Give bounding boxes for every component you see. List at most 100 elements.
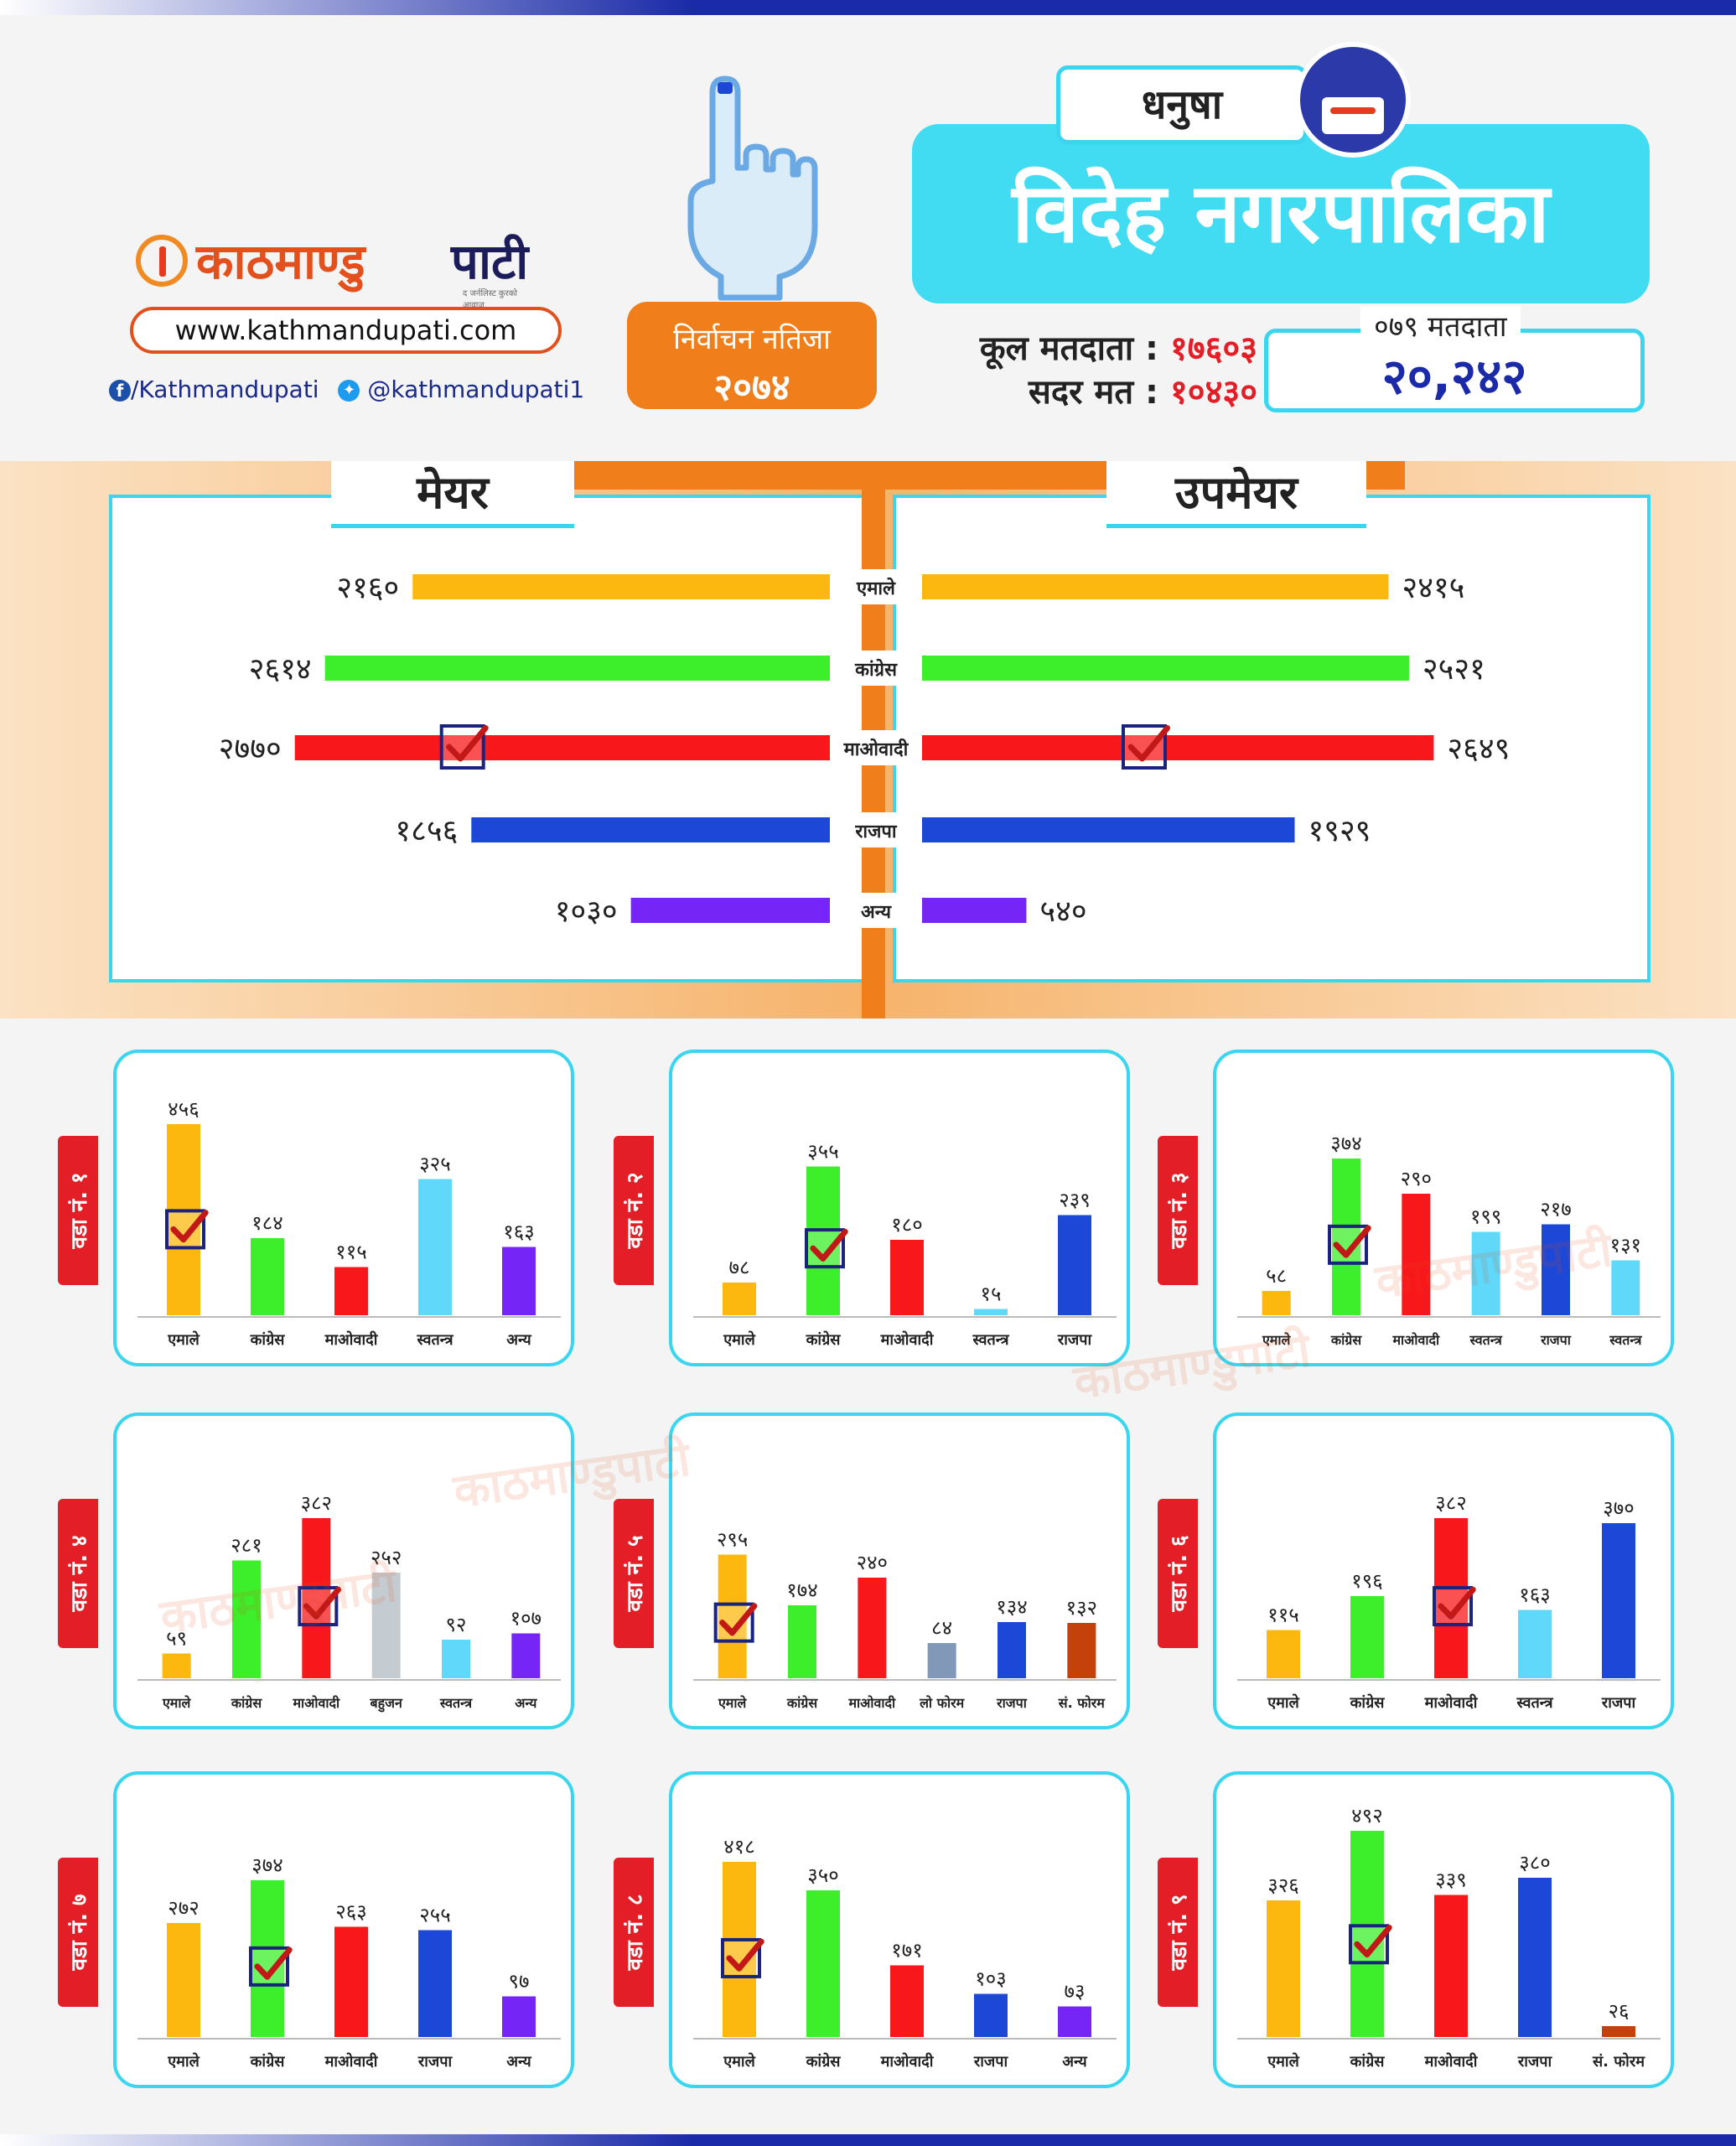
ward-category-label: एमाले (718, 1695, 748, 1711)
ward-value-label: ३७४ (251, 1853, 282, 1877)
ward-bar (162, 1653, 191, 1678)
district-name: धनुषा (1056, 65, 1308, 144)
brand-name-part2: पाटी (451, 233, 529, 290)
ward-bar (302, 1518, 331, 1678)
ward-bar (1602, 1523, 1635, 1678)
ward-category-label: राजपा (996, 1695, 1028, 1711)
ward-bar (1402, 1194, 1431, 1315)
ward-category-label: लो फोरम (919, 1695, 966, 1711)
website-url[interactable]: www.kathmandupati.com (130, 307, 562, 354)
ward-category-label: स्वतन्त्र (1469, 1332, 1503, 1348)
check-icon (726, 1938, 764, 1972)
check-icon (1354, 1925, 1392, 1958)
ward-category-label: स्वतन्त्र (439, 1695, 473, 1711)
ward-bar (927, 1643, 956, 1678)
ward-value-label: ३३९ (1435, 1869, 1466, 1892)
ward-value-label: १९९ (1470, 1205, 1501, 1229)
ward-category-label: माओवादी (1424, 1693, 1479, 1712)
ward-tag-6: वडा नं. ६ (1158, 1499, 1198, 1648)
ward-value-label: २८१ (231, 1534, 262, 1558)
ward-value-label: ३२५ (419, 1153, 450, 1176)
ward-category-label: कांग्रेस (786, 1695, 818, 1711)
ward-value-label: १६३ (1519, 1584, 1550, 1607)
ward-category-label: एमाले (167, 2052, 200, 2071)
ward-tag-7: वडा नं. ७ (58, 1858, 98, 2007)
ward-value-label: २७२ (168, 1896, 199, 1920)
ward-chart-6: ११५ एमाले १९६ कांग्रेस ३८२ माओवादी १६३ स्वतन्त्… (1213, 1413, 1674, 1729)
twitter-icon[interactable]: ✦ (338, 380, 360, 402)
ward-value-label: २४० (857, 1551, 888, 1574)
ward-value-label: १७४ (786, 1578, 817, 1602)
ward-value-label: १०७ (510, 1607, 542, 1630)
ward-bar (418, 1930, 452, 2037)
check-icon (810, 1228, 848, 1262)
finger-icon (687, 75, 818, 301)
check-icon (254, 1946, 293, 1980)
ward-chart-9: ३२६ एमाले ४९२ कांग्रेस ३३९ माओवादी ३८० राजपा २६ स… (1213, 1771, 1674, 2088)
ward-tag-8: वडा नं. ८ (614, 1858, 654, 2007)
ward-value-label: २६३ (335, 1900, 366, 1924)
valid-votes-label: सदर मत : (1028, 373, 1159, 412)
mayor-panel (109, 495, 869, 982)
ward-bar (334, 1267, 368, 1315)
check-icon (1438, 1586, 1476, 1620)
ward-value-label: ११५ (1267, 1604, 1298, 1627)
ward-value-label: ११५ (335, 1241, 366, 1264)
ward-tag-2: वडा नं. २ (614, 1136, 654, 1285)
ward-category-label: माओवादी (324, 1330, 379, 1349)
ward-category-label: माओवादी (880, 2052, 935, 2071)
ward-bar (806, 1890, 840, 2037)
ward-value-label: १८० (891, 1213, 922, 1236)
ward-value-label: ४५६ (168, 1097, 199, 1121)
ward-category-label: स्वतन्त्र (1609, 1332, 1642, 1348)
ward-bar (1542, 1224, 1570, 1315)
ward-value-label: ३८२ (1435, 1491, 1466, 1515)
twitter-handle[interactable]: @kathmandupati1 (367, 376, 585, 403)
ward-category-label: अन्य (506, 1331, 532, 1349)
facebook-handle[interactable]: /Kathmandupati (131, 376, 319, 403)
ward-bar (1611, 1260, 1640, 1315)
deputy-panel (893, 495, 1650, 982)
ward-bar (1262, 1291, 1291, 1315)
ward-bar (788, 1605, 816, 1678)
ward-3-svg: ५८ एमाले ३७४ कांग्रेस २९० माओवादी १९९ स्वतन्त्र… (1237, 1132, 1661, 1348)
deputy-mayor-heading: उपमेयर (1106, 461, 1366, 528)
ward-category-label: माओवादी (324, 2052, 379, 2071)
ward-bar (1350, 1596, 1384, 1678)
ward-value-label: १७१ (891, 1939, 922, 1962)
mayor-section-divider (862, 461, 885, 1019)
ward-category-label: एमाले (1262, 1332, 1292, 1348)
badge-year: २०७४ (713, 366, 790, 409)
total-voters-value: १७६०३ (1170, 329, 1257, 368)
top-stripe (0, 0, 1736, 15)
ward-bar (723, 1283, 756, 1315)
ward-7-svg: २७२ एमाले ३७४ कांग्रेस २६३ माओवादी २५५ राजपा ९७ अ… (137, 1853, 561, 2071)
ward-bar (251, 1238, 284, 1315)
ward-bar (1267, 1630, 1300, 1678)
ward-chart-8: ४१८ एमाले ३५० कांग्रेस १७१ माओवादी १०३ राजपा ७३ अ… (669, 1771, 1130, 2088)
ward-bar (502, 1996, 536, 2037)
voters-079-label: ०७९ मतदाता (1360, 306, 1521, 345)
ward-bar (858, 1578, 887, 1678)
voter-stats: कूल मतदाता : १७६०३ सदर मत : १०४३० (905, 327, 1257, 414)
ward-value-label: ३७० (1603, 1496, 1634, 1520)
ward-value-label: २६ (1609, 1999, 1630, 2023)
ward-category-label: एमाले (167, 1330, 200, 1349)
ward-bar (723, 1862, 756, 2037)
ward-bar (511, 1633, 541, 1678)
ward-category-label: बहुजन (369, 1695, 403, 1713)
ward-5-svg: २९५ एमाले १७४ कांग्रेस २४० माओवादी ८४ लो फोरम १३… (693, 1528, 1117, 1711)
ward-tag-4: वडा नं. ४ (58, 1499, 98, 1648)
ward-value-label: १३१ (1610, 1234, 1641, 1257)
ward-tag-9: वडा नं. ९ (1158, 1858, 1198, 2007)
badge-line1: निर्वाचन नतिजा (673, 323, 831, 356)
ward-value-label: ५९ (166, 1627, 187, 1651)
facebook-icon[interactable]: f (109, 380, 131, 402)
ward-category-label: राजपा (1540, 1332, 1572, 1348)
check-icon (303, 1586, 342, 1620)
ward-category-label: एमाले (1267, 1693, 1299, 1712)
ward-category-label: राजपा (417, 2053, 453, 2071)
ward-category-label: कांग्रेस (250, 1330, 286, 1349)
ward-bar (442, 1640, 470, 1678)
ward-bar (1518, 1878, 1552, 2037)
